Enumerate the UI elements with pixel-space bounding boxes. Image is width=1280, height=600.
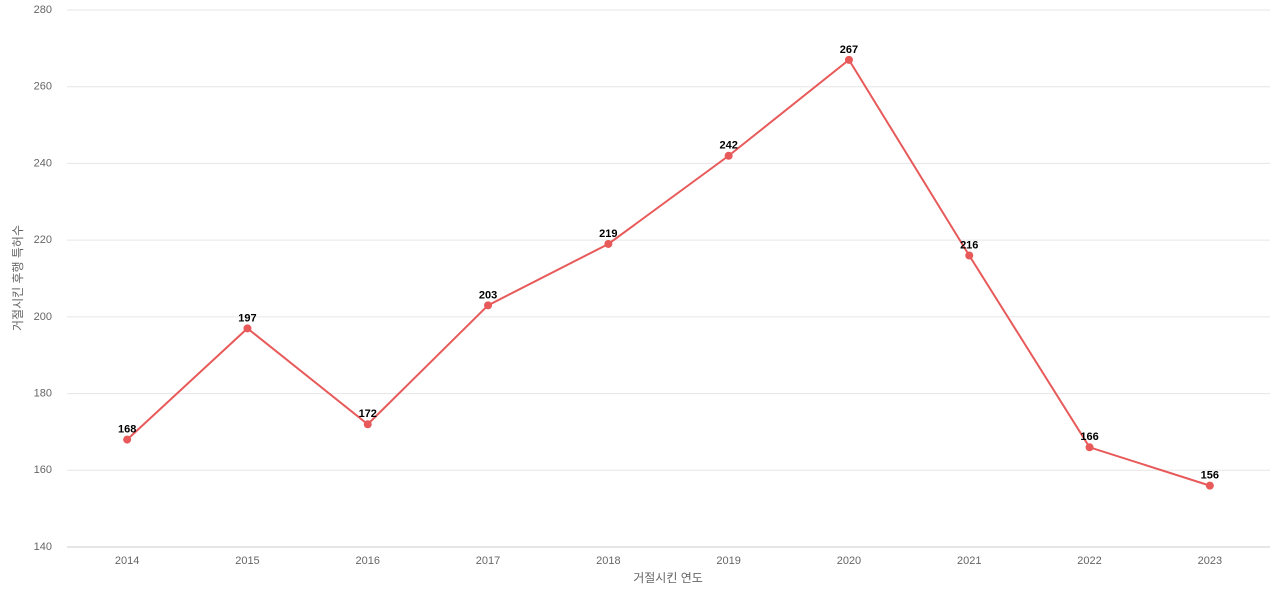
y-tick-label: 240 xyxy=(34,157,52,169)
line xyxy=(126,58,1211,487)
data-label: 216 xyxy=(960,239,978,251)
x-tick-label: 2020 xyxy=(837,555,861,567)
point xyxy=(1085,443,1094,452)
y-tick-label: 180 xyxy=(34,387,52,399)
x-tick-label: 2014 xyxy=(115,555,139,567)
x-tick-label: 2019 xyxy=(716,555,740,567)
point xyxy=(484,301,493,310)
point xyxy=(844,55,853,64)
point xyxy=(243,324,252,333)
point xyxy=(724,151,733,160)
x-tick-label: 2017 xyxy=(476,555,500,567)
x-tick-label: 2023 xyxy=(1198,555,1222,567)
y-tick-label: 200 xyxy=(34,311,52,323)
y-tick-label: 220 xyxy=(34,234,52,246)
data-label: 168 xyxy=(118,424,136,436)
data-label: 166 xyxy=(1080,431,1098,443)
point xyxy=(604,239,613,248)
x-tick-label: 2018 xyxy=(596,555,620,567)
y-tick-label: 260 xyxy=(34,81,52,93)
x-tick-label: 2016 xyxy=(356,555,380,567)
y-tick-label: 140 xyxy=(34,541,52,553)
y-axis-title: 거절시킨 후행 특허수 xyxy=(10,225,25,331)
y-tick-label: 280 xyxy=(34,4,52,16)
data-label: 197 xyxy=(238,312,256,324)
data-label: 242 xyxy=(719,140,737,152)
data-label: 203 xyxy=(479,289,497,301)
x-axis-title: 거절시킨 연도 xyxy=(633,571,703,585)
data-label: 156 xyxy=(1201,470,1219,482)
point xyxy=(123,435,132,444)
x-tick-label: 2021 xyxy=(957,555,981,567)
point xyxy=(965,251,974,260)
data-label: 172 xyxy=(359,408,377,420)
point xyxy=(1205,481,1214,490)
x-tick-label: 2022 xyxy=(1077,555,1101,567)
data-label: 267 xyxy=(840,44,858,56)
point xyxy=(363,420,372,429)
y-tick-label: 160 xyxy=(34,464,52,476)
data-label: 219 xyxy=(599,228,617,240)
x-tick-label: 2015 xyxy=(235,555,259,567)
